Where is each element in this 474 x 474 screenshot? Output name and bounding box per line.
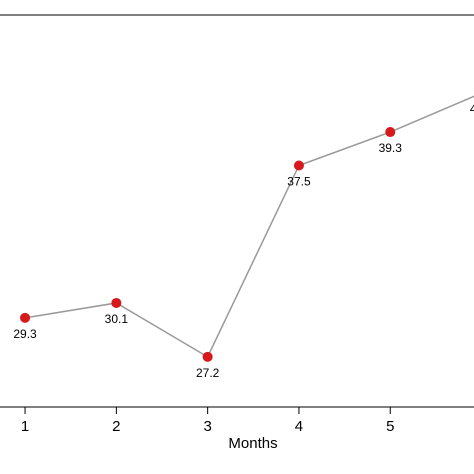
x-tick-label: 4 — [295, 418, 303, 435]
data-point — [20, 312, 31, 323]
x-tick-label: 5 — [386, 418, 394, 435]
x-tick-label: 2 — [112, 418, 120, 435]
x-tick-label: 1 — [21, 418, 29, 435]
data-point — [111, 297, 122, 308]
data-point — [385, 127, 396, 138]
data-label: 41.4 — [470, 102, 474, 116]
data-label: 29.3 — [13, 327, 37, 341]
x-tick-label: 3 — [203, 418, 211, 435]
x-axis-title: Months — [228, 435, 277, 452]
data-label: 37.5 — [287, 175, 311, 189]
data-point — [293, 160, 304, 171]
data-point — [202, 351, 213, 362]
data-label: 30.1 — [105, 312, 129, 326]
data-label: 39.3 — [379, 141, 403, 155]
series-line — [24, 95, 474, 358]
data-label: 27.2 — [196, 366, 220, 380]
